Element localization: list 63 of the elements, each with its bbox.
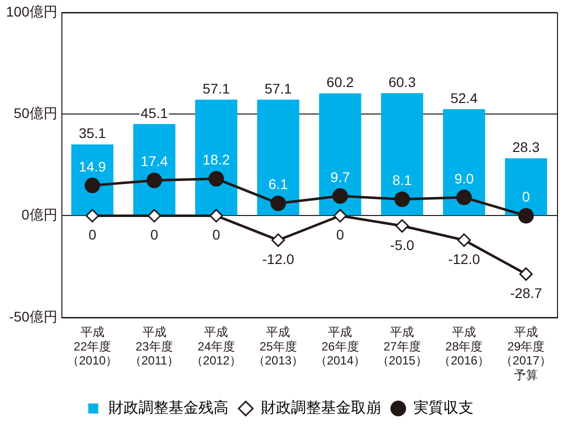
legend-label: 財政調整基金取崩 — [260, 400, 381, 417]
bar — [257, 100, 300, 216]
point — [84, 178, 100, 194]
bar — [71, 144, 114, 216]
data-label: 57.1 — [264, 80, 292, 96]
x-tick-label: 平成25年度（2013） — [252, 324, 304, 368]
data-label: 35.1 — [78, 125, 106, 142]
bar — [504, 158, 548, 216]
legend-label: 財政調整基金残高 — [108, 400, 228, 417]
data-label: 18.2 — [202, 152, 230, 168]
data-label: 9.7 — [330, 168, 350, 185]
data-label: -5.0 — [390, 236, 414, 253]
point — [332, 188, 348, 204]
bar — [443, 109, 486, 216]
data-label: 9.0 — [454, 170, 474, 186]
point — [394, 192, 410, 208]
x-tick-label: 平成26年度（2014） — [314, 324, 366, 368]
point — [271, 233, 285, 247]
x-tick-label: 平成27年度（2015） — [376, 324, 428, 368]
y-tick-label: 100億円 — [6, 3, 58, 20]
bar — [133, 124, 176, 216]
y-tick-label: 0億円 — [22, 206, 58, 223]
y-tick-label: -50億円 — [9, 308, 58, 324]
data-label: 17.4 — [140, 153, 168, 170]
x-tick-label: 平成28年度（2016） — [438, 324, 490, 368]
point — [395, 219, 409, 233]
data-label: 14.9 — [78, 158, 106, 174]
y-tick-label: 50億円 — [14, 104, 58, 121]
data-label: 8.1 — [392, 172, 412, 188]
data-label: 0 — [88, 226, 96, 243]
data-label: 45.1 — [140, 104, 168, 121]
x-tick-label: 平成23年度（2011） — [129, 324, 180, 368]
data-label: -12.0 — [262, 250, 294, 267]
point — [519, 267, 533, 281]
data-label: 28.3 — [512, 139, 540, 156]
point — [270, 196, 286, 212]
data-label: 0 — [522, 188, 530, 205]
point — [148, 208, 162, 222]
data-label: 52.4 — [450, 90, 478, 106]
x-tick-label: 平成22年度（2010） — [66, 324, 118, 368]
legend-label: 実質収支 — [413, 400, 474, 417]
point — [456, 190, 472, 206]
x-tick-label: 平成24年度（2012） — [190, 324, 242, 368]
data-label: 0 — [150, 226, 158, 243]
bar — [195, 100, 238, 216]
bar — [381, 93, 424, 216]
point — [333, 208, 347, 222]
data-label: -12.0 — [448, 250, 480, 267]
bar — [319, 93, 362, 216]
data-label: 0 — [212, 226, 220, 243]
x-tick-label: 平成29年度（2017）予算 — [500, 324, 552, 382]
data-label: 60.3 — [388, 74, 416, 90]
data-label: -28.7 — [510, 284, 542, 301]
data-label: 60.2 — [326, 74, 354, 90]
data-label: 0 — [336, 226, 344, 243]
point — [457, 233, 471, 247]
point — [518, 208, 534, 224]
data-label: 6.1 — [268, 176, 288, 192]
point — [209, 208, 223, 222]
data-label: 57.1 — [202, 80, 230, 96]
point — [146, 172, 162, 188]
point — [86, 208, 100, 222]
point — [208, 170, 224, 186]
